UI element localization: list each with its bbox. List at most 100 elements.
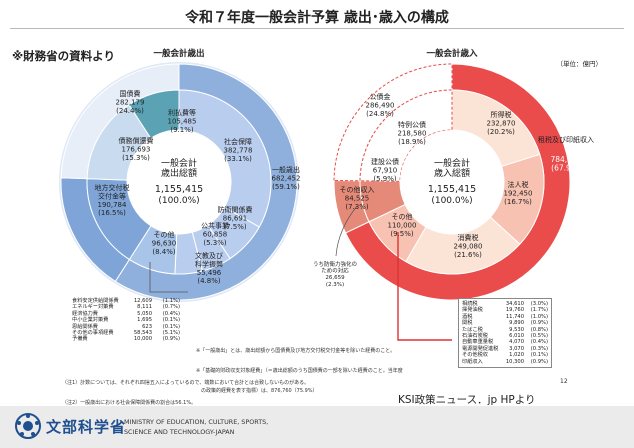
revenue-chart-title: 一般会計歳入: [426, 48, 478, 59]
page-title: 令和７年度一般会計予算 歳出･歳入の構成: [185, 10, 449, 26]
expenditure-center-disc: [127, 130, 231, 234]
revenue-breakdown-row: たばこ税 9,530 (0.8%): [462, 327, 548, 333]
expenditure-breakdown-pct: (0.9%): [162, 336, 180, 343]
revenue-breakdown-row: 自動車重量税 4,070 (0.4%): [462, 339, 548, 345]
footnote-2: （注2）一般歳出における社会保障関係費の割合は56.1%。: [62, 399, 197, 406]
revenue-breakdown-pct: (0.4%): [530, 339, 548, 346]
revenue-breakdown-pct: (3.0%): [530, 301, 548, 307]
revenue-outer-segment-2: [333, 63, 453, 182]
page-number: 12: [560, 378, 568, 385]
revenue-breakdown-pct: (0.9%): [530, 358, 548, 365]
revenue-other-breakdown: 相続税 34,610 (3.0%) 揮発油税 19,760 (1.7%) 酒税 11,740 (…: [458, 298, 552, 369]
expenditure-breakdown-label: エネルギー対策費: [72, 304, 114, 311]
expenditure-breakdown-row: 中小企業対策費 1,695 (0.1%): [72, 317, 180, 323]
revenue-breakdown-row: 電源開発促進税 3,070 (0.3%): [462, 346, 548, 352]
revenue-breakdown-row: 相続税 34,610 (3.0%): [462, 301, 548, 307]
revenue-center-value: 1,155,415: [428, 184, 476, 195]
revenue-breakdown-label: 電源開発促進税: [462, 345, 499, 352]
expenditure-breakdown-pct: (0.4%): [162, 310, 180, 317]
expenditure-label-defense: 防衛関係費 86,691 (7.5%): [218, 205, 253, 231]
revenue-other-connector: [397, 232, 452, 341]
revenue-breakdown-value: 34,610: [505, 301, 524, 307]
expenditure-breakdown-label: 食料安定供給関係費: [72, 298, 119, 304]
revenue-breakdown-row: その他税収 1,020 (0.1%): [462, 352, 548, 358]
revenue-breakdown-label: 揮発油税: [462, 307, 483, 314]
revenue-breakdown-row: 関税 9,890 (0.9%): [462, 320, 548, 326]
revenue-breakdown-pct: (0.8%): [530, 326, 548, 333]
expenditure-chart-title: 一般会計歳出: [153, 48, 204, 59]
expenditure-breakdown-pct: (0.1%): [162, 317, 180, 324]
expenditure-breakdown-value: 623: [142, 323, 152, 330]
expenditure-breakdown-value: 12,609: [133, 298, 152, 304]
ministry-name-en-line2: SCIENCE AND TECHNOLOGY-JAPAN: [124, 428, 235, 436]
revenue-breakdown-label: 関税: [462, 320, 473, 327]
revenue-breakdown-label: 相続税: [462, 301, 478, 307]
expenditure-breakdown-label: 恩給関係費: [72, 323, 98, 330]
expenditure-label-education-science: 文教及び科学振興 55,496 (4.8%): [195, 251, 223, 285]
revenue-label-other-income: その他収入 84,525 (7.3%): [340, 185, 375, 211]
revenue-breakdown-row: 揮発油税 19,760 (1.7%): [462, 307, 548, 313]
expenditure-breakdown-pct: (5.1%): [162, 330, 180, 337]
footnotes: （注1）計数については、それぞれ四捨五入によっているので、端数において合計とは合…: [62, 367, 309, 413]
revenue-label-defense-callout: うち防衛力強化のための対応 26,659 (2.3%): [313, 260, 357, 288]
expenditure-label-interest: 利払費等 105,485 (9.1%): [168, 108, 197, 134]
revenue-label-tax-value: 784,400 (67.9%): [550, 155, 581, 172]
expenditure-breakdown-row: 恩給関係費 623 (0.1%): [72, 324, 180, 330]
expenditure-breakdown-pct: (0.1%): [162, 323, 180, 330]
expenditure-breakdown-label: 経済協力費: [72, 310, 98, 317]
expenditure-breakdown-row: 経済協力費 5,050 (0.4%): [72, 311, 180, 317]
expenditure-breakdown-row: 予備費 10,000 (0.9%): [72, 336, 180, 342]
definition-note-3: の政策的経費を表す指標）は、876,760（75.9%）: [196, 387, 318, 394]
revenue-breakdown-value: 19,760: [505, 307, 524, 314]
revenue-breakdown-label: 印紙収入: [462, 358, 483, 365]
expenditure-label-local-allocation: 地方交付税交付金等 190,784 (16.5%): [95, 183, 130, 217]
revenue-breakdown-pct: (0.5%): [530, 333, 548, 340]
expenditure-breakdown-value: 58,543: [133, 330, 152, 337]
footnote-1: （注1）計数については、それぞれ四捨五入によっているので、端数において合計とは合…: [62, 380, 310, 387]
expenditure-breakdown-row: その他の事項経費 58,543 (5.1%): [72, 330, 180, 336]
expenditure-label-general: 一般歳出 682,452 (59.1%): [272, 165, 301, 191]
revenue-breakdown-value: 10,300: [505, 358, 524, 365]
expenditure-other-connector: [149, 262, 188, 293]
expenditure-label-redemption: 債務償還費 176,693 (15.3%): [119, 136, 154, 162]
revenue-label-construction-bonds: 建設公債 67,910 (5.9%): [371, 157, 399, 183]
definition-note-1: ※「一般歳出」とは、歳出総額から国債費及び地方交付税交付金等を除いた経費のこと。: [196, 348, 396, 355]
expenditure-center-value: 1,155,415: [155, 184, 203, 195]
credit-text: KSI政策ニュース．jp HPより: [398, 394, 536, 406]
expenditure-breakdown-pct: (0.7%): [162, 304, 180, 311]
expenditure-label-other: その他 96,630 (8.4%): [152, 230, 177, 256]
revenue-center-disc: [400, 130, 504, 234]
expenditure-breakdown-value: 10,000: [133, 336, 152, 343]
revenue-label-bonds: 公債金 286,490 (24.8%): [366, 92, 395, 118]
revenue-breakdown-value: 11,740: [505, 313, 524, 320]
expenditure-breakdown-row: エネルギー対策費 8,111 (0.7%): [72, 304, 180, 310]
revenue-breakdown-value: 6,010: [509, 333, 524, 340]
revenue-breakdown-row: 酒税 11,740 (1.0%): [462, 314, 548, 320]
revenue-unit-label: （単位：億円）: [557, 59, 603, 68]
definition-notes: ※「一般歳出」とは、歳出総額から国債費及び地方交付税交付金等を除いた経費のこと。…: [196, 335, 403, 401]
revenue-breakdown-pct: (1.7%): [530, 307, 548, 314]
revenue-breakdown-value: 1,020: [509, 352, 524, 359]
expenditure-breakdown-value: 1,695: [137, 317, 152, 324]
revenue-label-special-bonds: 特例公債 218,580 (18.9%): [398, 120, 427, 146]
revenue-breakdown-value: 4,070: [509, 339, 524, 346]
revenue-breakdown-row: 石油石炭税 6,010 (0.5%): [462, 333, 548, 339]
expenditure-breakdown-pct: (1.1%): [162, 298, 180, 304]
expenditure-label-public-works: 公共事業 60,858 (5.3%): [201, 221, 229, 247]
revenue-label-other-tax: その他 110,000 (9.5%): [388, 212, 417, 238]
expenditure-breakdown-label: その他の事項経費: [72, 330, 114, 337]
expenditure-breakdown-label: 予備費: [72, 336, 88, 343]
ministry-name-ja: 文部科学省: [46, 418, 127, 436]
revenue-breakdown-pct: (0.3%): [530, 345, 548, 352]
revenue-bond-outline: [359, 89, 453, 182]
revenue-breakdown-label: 自動車重量税: [462, 339, 494, 346]
expenditure-label-social-security: 社会保障 382,778 (33.1%): [224, 137, 253, 163]
revenue-label-corporate-tax: 法人税 192,450 (16.7%): [504, 180, 533, 206]
expenditure-center-label: 一般会計歳出総額: [161, 157, 197, 179]
revenue-center-label: 一般会計歳入総額: [434, 157, 470, 179]
expenditure-breakdown-label: 中小企業対策費: [72, 317, 109, 324]
mext-logo-icon: [15, 413, 41, 439]
revenue-breakdown-pct: (1.0%): [530, 313, 548, 320]
revenue-breakdown-row: 印紙収入 10,300 (0.9%): [462, 359, 548, 365]
